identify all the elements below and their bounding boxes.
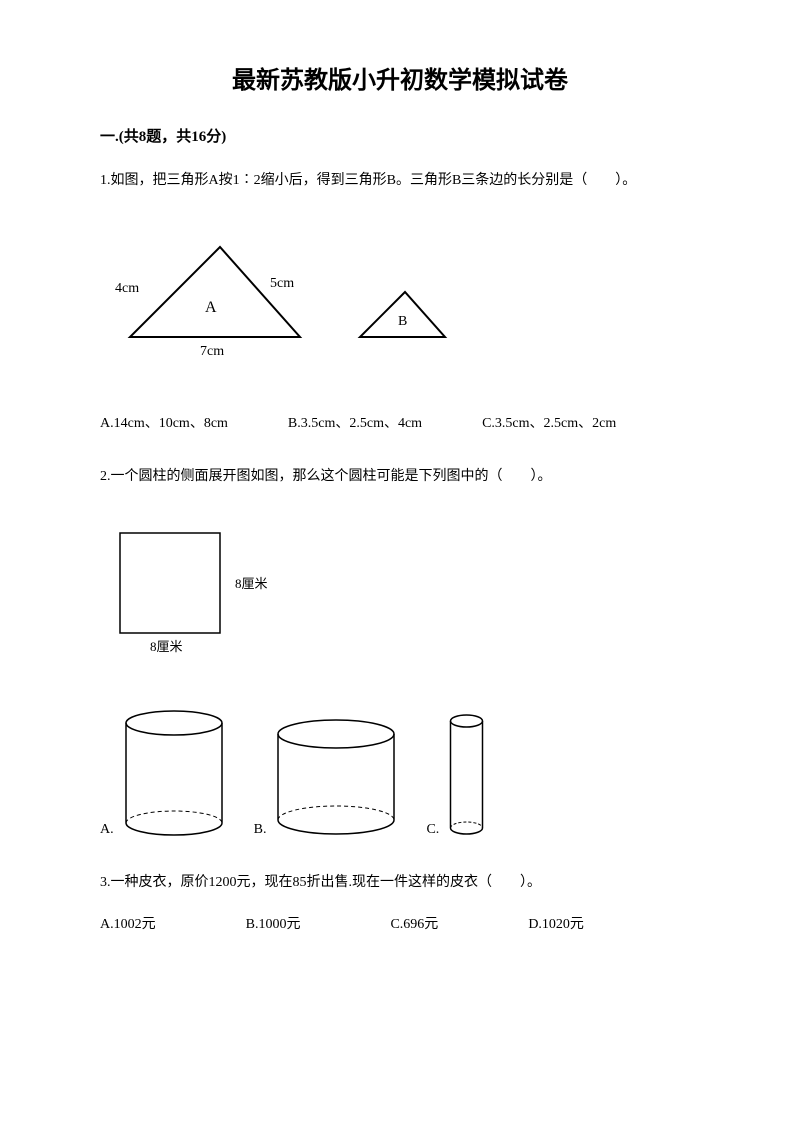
square-bottom-label: 8厘米 — [150, 639, 183, 654]
cylinder-b-top — [278, 720, 394, 748]
triangle-a-label: A — [205, 299, 217, 316]
q1-options: A.14cm、10cm、8cm B.3.5cm、2.5cm、4cm C.3.5c… — [100, 412, 700, 432]
question-2-text: 2.一个圆柱的侧面展开图如图，那么这个圆柱可能是下列图中的（ ）。 — [100, 462, 700, 493]
q2-cylinders: A. B. C. — [100, 708, 700, 838]
q2-option-c-label: C. — [426, 822, 439, 838]
cylinder-c-item: C. — [426, 713, 484, 838]
cylinder-a-top — [126, 711, 222, 735]
q1-option-a: A.14cm、10cm、8cm — [100, 412, 228, 432]
cylinder-b-svg — [276, 718, 396, 838]
q3-options: A.1002元 B.1000元 C.696元 D.1020元 — [100, 913, 700, 933]
q3-option-a: A.1002元 — [100, 913, 156, 933]
q2-option-b-label: B. — [254, 822, 267, 838]
section-header: 一.(共8题，共16分) — [100, 125, 700, 146]
q2-option-a-label: A. — [100, 822, 114, 838]
q1-option-b: B.3.5cm、2.5cm、4cm — [288, 412, 422, 432]
cylinder-a-bottom-back — [126, 811, 222, 823]
triangle-a-right-label: 5cm — [270, 276, 294, 291]
q1-option-c: C.3.5cm、2.5cm、2cm — [482, 412, 616, 432]
q1-figure: 4cm 5cm 7cm A B — [100, 227, 700, 372]
cylinder-c-top — [451, 715, 483, 727]
q2-square-figure: 8厘米 8厘米 — [100, 523, 700, 668]
triangle-a-bottom-label: 7cm — [200, 344, 224, 359]
cylinder-a-svg — [124, 708, 224, 838]
q3-option-b: B.1000元 — [246, 913, 301, 933]
cylinder-a-item: A. — [100, 708, 224, 838]
question-1-text: 1.如图，把三角形A按1∶2缩小后，得到三角形B。三角形B三条边的长分别是（ ）… — [100, 166, 700, 197]
cylinder-c-bottom-front — [451, 828, 483, 834]
page-title: 最新苏教版小升初数学模拟试卷 — [100, 60, 700, 95]
question-3-text: 3.一种皮衣，原价1200元，现在85折出售.现在一件这样的皮衣（ ）。 — [100, 868, 700, 899]
cylinder-c-svg — [449, 713, 484, 838]
triangle-a-shape — [130, 247, 300, 337]
cylinder-c-bottom-back — [451, 822, 483, 828]
q3-option-d: D.1020元 — [528, 913, 584, 933]
triangles-svg: 4cm 5cm 7cm A B — [100, 227, 500, 367]
cylinder-b-bottom-front — [278, 820, 394, 834]
square-right-label: 8厘米 — [235, 576, 268, 591]
q3-option-c: C.696元 — [390, 913, 438, 933]
triangle-b-label: B — [398, 314, 407, 329]
cylinder-a-bottom-front — [126, 823, 222, 835]
cylinder-b-bottom-back — [278, 806, 394, 820]
square-shape — [120, 533, 220, 633]
triangle-a-left-label: 4cm — [115, 281, 139, 296]
cylinder-b-item: B. — [254, 718, 397, 838]
square-svg: 8厘米 8厘米 — [100, 523, 320, 663]
